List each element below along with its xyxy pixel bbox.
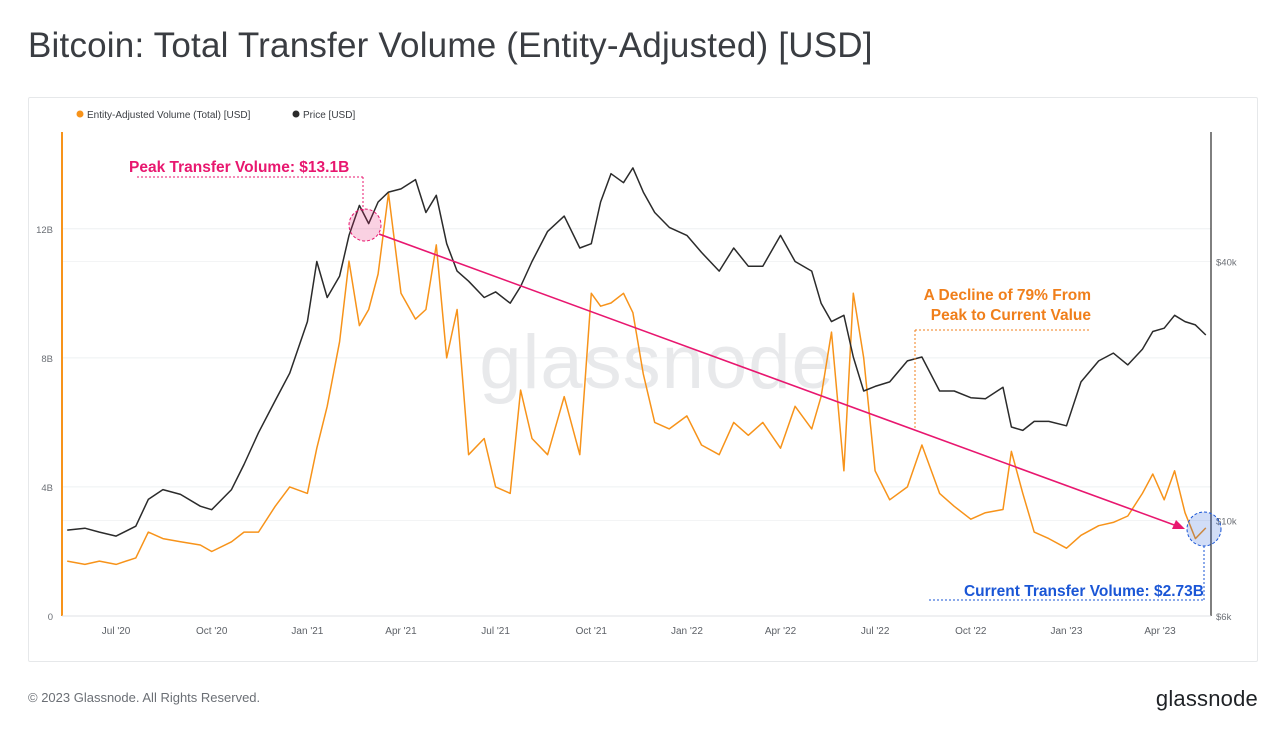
price-series-line [67,167,1207,537]
peak-label: Peak Transfer Volume: $13.1B [129,159,349,176]
x-tick-label: Oct '22 [955,626,987,637]
x-tick-label: Jul '21 [481,626,510,637]
x-tick-label: Apr '22 [765,626,797,637]
y-tick-label-right: $40k [1216,258,1237,269]
chart-svg: Entity-Adjusted Volume (Total) [USD] Pri… [36,110,1237,637]
decline-label-line1: A Decline of 79% From [924,287,1091,304]
annotations: Peak Transfer Volume: $13.1B A Decline o… [129,159,1222,601]
x-tick-label: Jul '22 [861,626,890,637]
legend-volume-marker [76,110,84,118]
decline-label-line2: Peak to Current Value [931,307,1092,324]
y-tick-label-left: 8B [41,354,53,365]
y-tick-label-left: 4B [41,483,53,494]
decline-arrowhead [1172,520,1185,529]
y-ticks-left: 0 4B 8B 12B [36,225,53,623]
y-tick-label-right: $10k [1216,517,1237,528]
x-tick-label: Jan '21 [291,626,323,637]
watermark: glassnode [479,320,835,405]
volume-series-line [67,192,1207,566]
x-tick-label: Oct '21 [576,626,608,637]
y-ticks-right: $6k $10k $40k [1216,258,1237,623]
y-tick-label-right: $6k [1216,612,1232,623]
x-tick-label: Jan '23 [1050,626,1082,637]
page-title: Bitcoin: Total Transfer Volume (Entity-A… [28,26,873,65]
series-group [67,167,1207,566]
legend[interactable]: Entity-Adjusted Volume (Total) [USD] Pri… [76,110,356,121]
x-tick-label: Jul '20 [102,626,131,637]
copyright-text: © 2023 Glassnode. All Rights Reserved. [28,690,261,705]
x-ticks: Jul '20 Oct '20 Jan '21 Apr '21 Jul '21 Oct '… [102,626,1176,637]
x-tick-label: Apr '21 [385,626,417,637]
legend-price-marker [292,110,300,118]
x-tick-label: Oct '20 [196,626,228,637]
y-tick-label-left: 0 [48,612,53,623]
x-tick-label: Jan '22 [671,626,703,637]
peak-marker-circle [348,208,382,242]
chart-card: Entity-Adjusted Volume (Total) [USD] Pri… [28,97,1258,662]
brand-logo[interactable]: glassnode [1155,686,1258,711]
legend-price-label[interactable]: Price [USD] [303,110,355,121]
decline-trend-arrow [378,233,1178,527]
y-tick-label-left: 12B [36,225,53,236]
current-label: Current Transfer Volume: $2.73B [964,583,1204,600]
legend-volume-label[interactable]: Entity-Adjusted Volume (Total) [USD] [87,110,251,121]
x-tick-label: Apr '23 [1144,626,1176,637]
current-marker-circle [1186,511,1222,547]
